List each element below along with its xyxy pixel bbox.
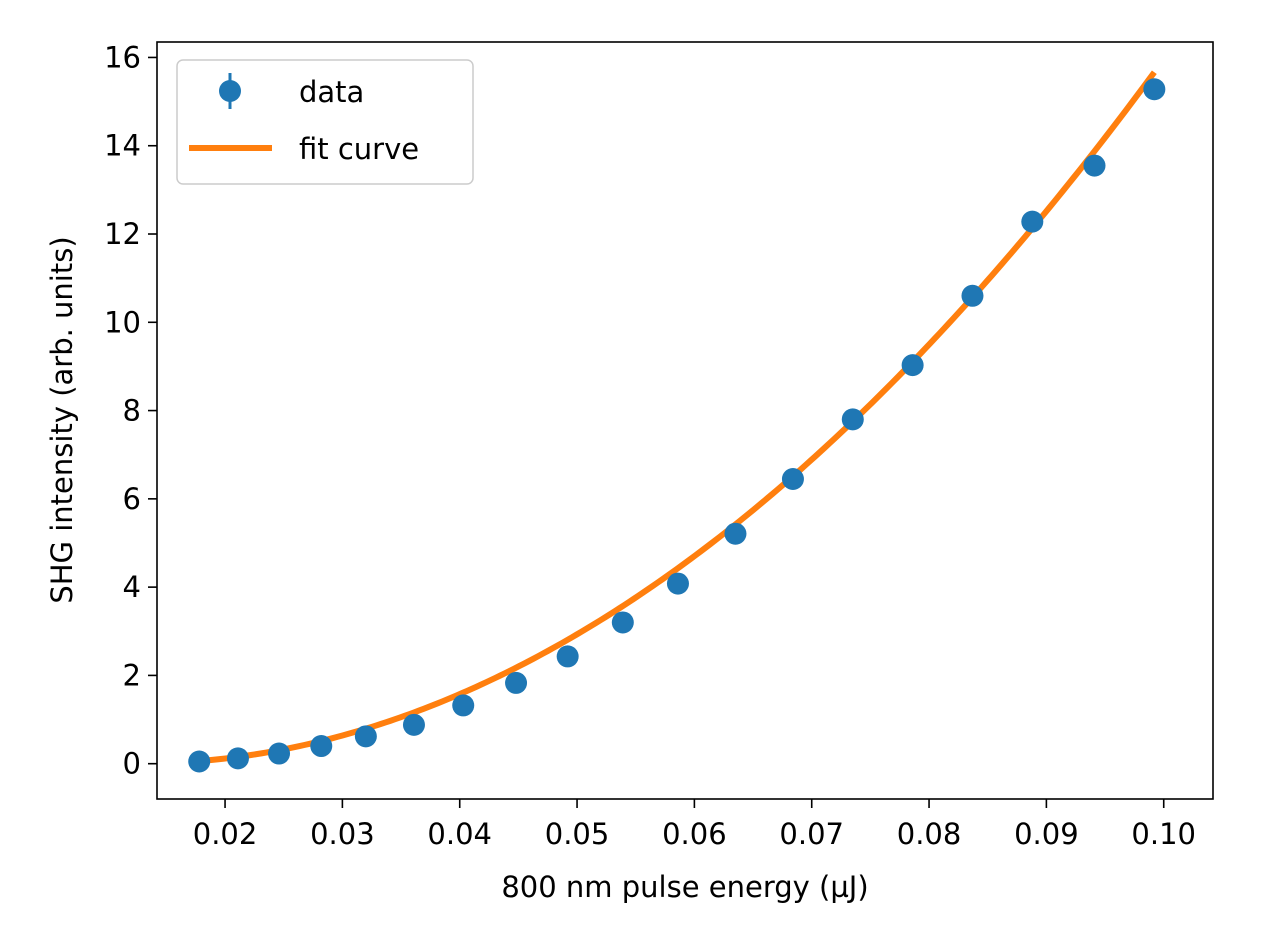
data-point [268, 742, 291, 765]
data-point [226, 747, 249, 770]
y-tick-label: 12 [104, 217, 141, 251]
data-point [724, 522, 747, 545]
x-tick-label: 0.06 [662, 817, 727, 851]
y-tick-label: 4 [123, 570, 141, 604]
legend-label-data: data [299, 75, 364, 109]
data-point [1143, 78, 1166, 101]
axes-frame [156, 41, 1214, 800]
y-tick-label: 2 [123, 658, 141, 692]
data-point [961, 284, 984, 307]
data-point [188, 750, 211, 773]
x-tick-label: 0.05 [545, 817, 610, 851]
data-point [901, 354, 924, 377]
x-tick-label: 0.04 [427, 817, 492, 851]
data-point [1021, 210, 1044, 233]
x-tick-label: 0.10 [1131, 817, 1196, 851]
legend-frame [176, 59, 474, 185]
data-point [841, 408, 864, 431]
y-tick-label: 8 [123, 394, 141, 428]
plot-area [188, 70, 1166, 773]
y-tick-label: 10 [104, 305, 141, 339]
legend: data fit curve [176, 59, 474, 185]
x-tick-label: 0.09 [1014, 817, 1079, 851]
y-tick-label: 6 [123, 482, 141, 516]
x-tick-label: 0.03 [310, 817, 375, 851]
y-tick-label: 0 [123, 747, 141, 781]
x-tick-label: 0.07 [779, 817, 844, 851]
x-tick-label: 0.02 [193, 817, 258, 851]
data-point [781, 467, 804, 490]
legend-data-marker [219, 80, 241, 102]
data-point [452, 694, 475, 717]
x-axis-ticks: 0.02 0.03 0.04 0.05 0.06 0.07 0.08 0.09 0.10 [193, 799, 1196, 851]
data-point [1083, 154, 1106, 177]
data-point [402, 713, 425, 736]
x-axis-label: 800 nm pulse energy (µJ) [501, 870, 868, 904]
y-axis-label: SHG intensity (arb. units) [45, 236, 79, 603]
legend-label-fit: fit curve [299, 132, 419, 166]
data-point [505, 671, 528, 694]
x-tick-label: 0.08 [897, 817, 962, 851]
y-tick-label: 16 [104, 40, 141, 74]
y-axis-ticks: 0 2 4 6 8 10 12 14 16 [104, 40, 157, 781]
data-point [611, 611, 634, 634]
y-tick-label: 14 [104, 129, 141, 163]
data-point [354, 725, 377, 748]
data-point [310, 735, 333, 758]
data-point [556, 645, 579, 668]
data-point [666, 572, 689, 595]
